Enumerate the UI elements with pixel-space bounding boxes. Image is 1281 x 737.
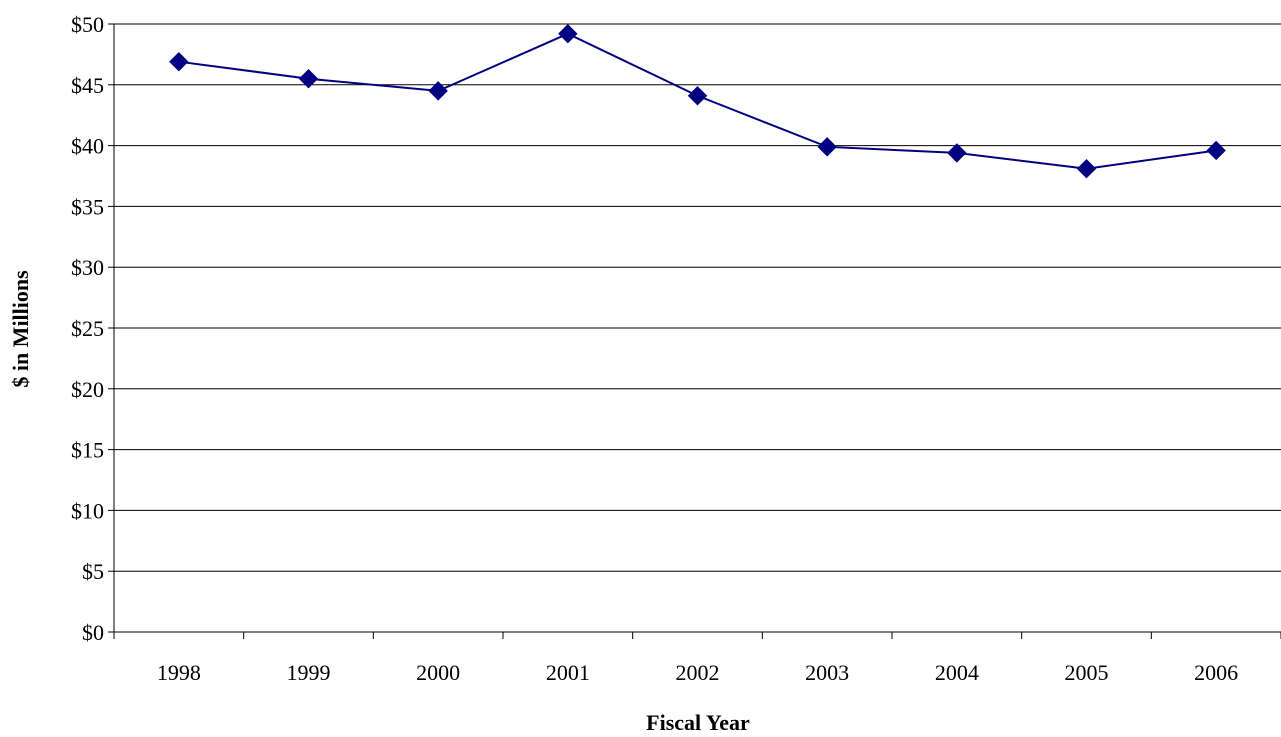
data-point-marker bbox=[558, 24, 578, 44]
y-tick-label: $30 bbox=[71, 255, 104, 280]
x-tick-label: 2001 bbox=[546, 660, 590, 685]
y-tick-label: $0 bbox=[82, 620, 104, 645]
y-tick-labels: $0 $5 $10 $15 $20 $25 $30 $35 $40 $45 $50 bbox=[71, 12, 104, 645]
x-tick-label: 2005 bbox=[1065, 660, 1109, 685]
y-tick-label: $40 bbox=[71, 134, 104, 159]
data-point-marker bbox=[169, 51, 189, 72]
data-point-marker bbox=[947, 143, 967, 163]
y-tick-label: $45 bbox=[71, 73, 104, 98]
data-point-marker bbox=[1206, 140, 1226, 161]
y-tick-label: $35 bbox=[71, 194, 104, 219]
axes bbox=[108, 23, 1281, 639]
x-tick-label: 1998 bbox=[157, 660, 201, 685]
y-tick-label: $15 bbox=[71, 438, 104, 463]
x-tick-label: 2000 bbox=[416, 660, 460, 685]
y-axis-title: $ in Millions bbox=[8, 270, 33, 388]
y-tick-label: $5 bbox=[82, 559, 104, 584]
x-tick-label: 2002 bbox=[676, 660, 720, 685]
y-tick-label: $25 bbox=[71, 316, 104, 341]
data-point-marker bbox=[1076, 158, 1097, 179]
y-tick-label: $10 bbox=[71, 498, 104, 523]
data-point-marker bbox=[298, 69, 319, 89]
x-axis-title: Fiscal Year bbox=[646, 710, 750, 732]
y-tick-label: $20 bbox=[71, 377, 104, 402]
x-tick-labels: 1998 1999 2000 2001 2002 2003 2004 2005 2006 bbox=[157, 660, 1238, 685]
x-tick-label: 1999 bbox=[287, 660, 331, 685]
x-tick-label: 2004 bbox=[935, 660, 979, 685]
gridlines bbox=[114, 23, 1281, 572]
data-point-marker bbox=[428, 81, 448, 101]
x-tick-label: 2006 bbox=[1194, 660, 1238, 685]
data-point-marker bbox=[687, 86, 708, 106]
data-point-marker bbox=[817, 137, 837, 157]
series-layer bbox=[169, 24, 1226, 179]
y-tick-label: $50 bbox=[71, 12, 104, 37]
x-tick-label: 2003 bbox=[805, 660, 849, 685]
